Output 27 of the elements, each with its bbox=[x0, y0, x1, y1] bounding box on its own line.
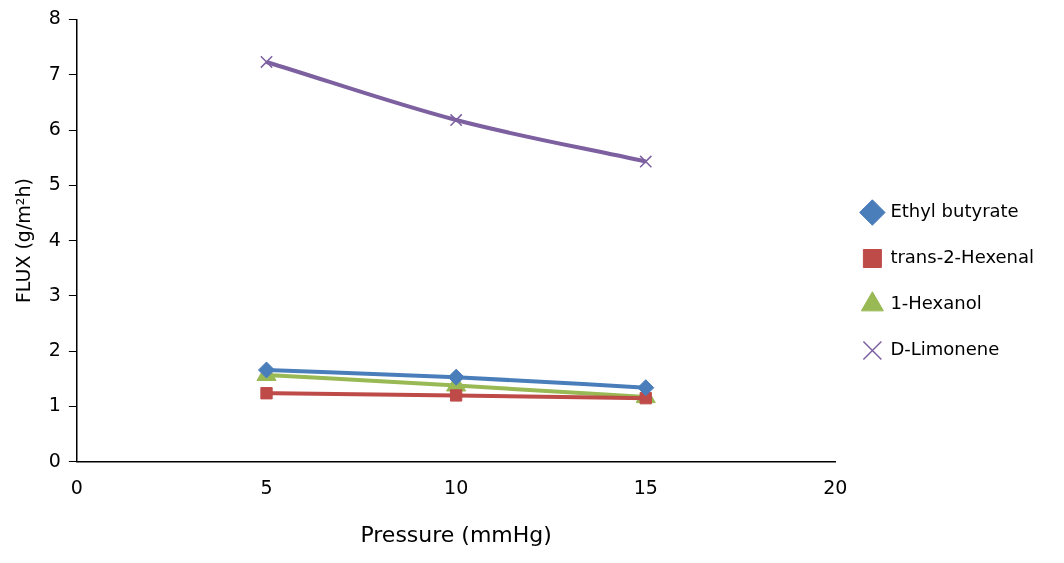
y-tick-label: 0 bbox=[48, 448, 61, 471]
x-tick-label: 0 bbox=[70, 476, 83, 499]
point bbox=[639, 155, 653, 168]
y-tick-label: 6 bbox=[48, 116, 61, 139]
point bbox=[260, 55, 273, 69]
y-tick-label: 4 bbox=[48, 227, 61, 250]
point bbox=[447, 368, 465, 386]
x-tick-label: 5 bbox=[260, 476, 273, 499]
legend-label: D-Limonene bbox=[890, 338, 1000, 360]
y-tick-label: 7 bbox=[48, 61, 61, 84]
legend-label: trans-2-Hexenal bbox=[890, 246, 1034, 268]
point bbox=[449, 113, 463, 127]
point bbox=[260, 387, 273, 400]
point bbox=[637, 379, 655, 397]
x-tick-label: 10 bbox=[444, 476, 469, 499]
y-tick-label: 3 bbox=[48, 282, 61, 305]
x-tick-label: 15 bbox=[633, 476, 658, 499]
y-tick-label: 8 bbox=[48, 6, 61, 29]
y-tick-label: 5 bbox=[48, 172, 61, 195]
y-tick-label: 2 bbox=[48, 338, 61, 361]
y-tick-label: 1 bbox=[48, 393, 61, 416]
x-axis-title: Pressure (mmHg) bbox=[360, 521, 552, 547]
x-tick-label: 20 bbox=[823, 476, 848, 499]
legend-label: 1-Hexanol bbox=[890, 292, 982, 314]
y-axis-title: FLUX (g/m²h) bbox=[12, 178, 35, 304]
legend-label: Ethyl butyrate bbox=[890, 200, 1019, 222]
point bbox=[449, 389, 463, 402]
